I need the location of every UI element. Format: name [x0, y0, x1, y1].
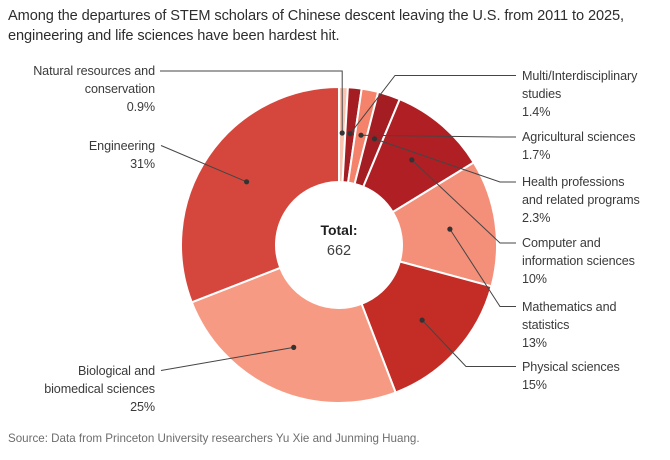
donut-center-total-label: Total:: [320, 222, 358, 238]
leader-line: [160, 145, 247, 183]
segment-label: Engineering 31%: [89, 137, 155, 173]
segment-label-line: biomedical sciences: [44, 381, 155, 396]
segment-label: Mathematics and statistics 13%: [522, 298, 617, 352]
segment-label-line: Physical sciences: [522, 359, 620, 374]
leader-dot: [371, 136, 378, 142]
segment-label: Physical sciences 15%: [522, 358, 620, 394]
leader-line: [349, 75, 516, 134]
segment-label-line: information sciences: [522, 254, 635, 268]
segment-label-line: 25%: [130, 399, 155, 414]
segment-label-line: Multi/Interdisciplinary: [522, 68, 638, 83]
segment-label-line: 15%: [522, 377, 547, 392]
leader-line: [374, 138, 516, 183]
segment-label-line: 13%: [522, 335, 547, 350]
leader-line: [160, 346, 294, 371]
segment-label-line: conservation: [84, 82, 155, 96]
leader-dot: [244, 179, 250, 185]
leader-line: [360, 134, 516, 138]
leader-line: [160, 70, 343, 133]
segment-label: Agricultural sciences 1.7%: [522, 128, 635, 164]
donut-center-label: Total: 662: [279, 221, 399, 260]
leader-dot: [347, 131, 353, 137]
segment-label-line: Biological and: [77, 363, 155, 378]
segment-label: Multi/Interdisciplinary studies 1.4%: [522, 67, 637, 121]
segment-label-line: and related programs: [522, 193, 640, 207]
segment-label-line: 31%: [130, 156, 155, 171]
segment-label-line: Mathematics and: [522, 299, 617, 314]
chart-title: Among the departures of STEM scholars of…: [8, 8, 624, 44]
segment-label: Natural resources and conservation 0.9%: [33, 62, 155, 116]
segment-label-line: 10%: [522, 272, 547, 286]
leader-dot: [358, 132, 364, 138]
segment-label-line: Natural resources and: [33, 64, 155, 78]
source-note: Source: Data from Princeton University r…: [8, 432, 420, 445]
segment-label-line: 0.9%: [126, 100, 155, 114]
donut-segment: [180, 86, 340, 304]
segment-label-line: 2.3%: [522, 211, 551, 225]
segment-label-line: 1.7%: [522, 148, 551, 162]
segment-label: Computer and information sciences 10%: [522, 234, 635, 288]
segment-label-line: statistics: [522, 317, 570, 332]
leader-dot: [339, 130, 345, 136]
donut-segment: [391, 161, 498, 288]
segment-label-line: Engineering: [88, 138, 155, 153]
donut-segment: [190, 266, 397, 404]
segment-label-line: Agricultural sciences: [522, 130, 636, 144]
segment-label-line: Health professions: [522, 175, 625, 189]
leader-dot: [409, 157, 415, 163]
segment-label-line: 1.4%: [522, 104, 551, 119]
segment-label: Health professions and related programs 2.…: [522, 173, 640, 227]
segment-label-line: studies: [522, 86, 562, 101]
leader-line: [449, 228, 516, 307]
leader-line: [421, 319, 516, 367]
leader-dot: [419, 317, 425, 323]
leader-dot: [291, 344, 297, 350]
segment-label: Biological and biomedical sciences 25%: [44, 362, 155, 416]
leader-line: [411, 159, 516, 244]
donut-center-total-value: 662: [326, 243, 352, 259]
donut-segment: [360, 260, 493, 394]
leader-dot: [447, 226, 453, 232]
segment-label-line: Computer and: [522, 236, 601, 250]
